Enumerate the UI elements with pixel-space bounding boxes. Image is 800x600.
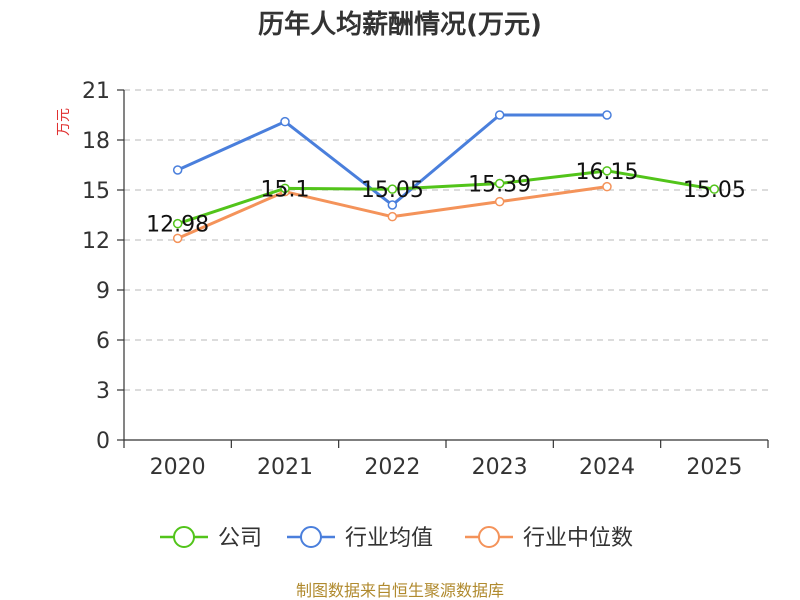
x-tick-label: 2023 bbox=[472, 455, 528, 480]
axes: 0 3 6 9 12 15 18 21 2020 2021 2022 2023 2024 2025 bbox=[82, 79, 769, 480]
x-tick-label: 2024 bbox=[579, 455, 635, 480]
data-point[interactable] bbox=[602, 166, 612, 176]
data-point[interactable] bbox=[709, 184, 720, 194]
legend[interactable]: 公司 行业均值 行业中位数 bbox=[160, 526, 633, 551]
legend-label: 行业均值 bbox=[345, 526, 433, 551]
x-tick-label: 2022 bbox=[364, 455, 420, 480]
data-label: 15.05 bbox=[683, 178, 746, 203]
data-point[interactable] bbox=[494, 110, 505, 120]
y-tick-label: 3 bbox=[96, 379, 110, 404]
y-tick-label: 15 bbox=[82, 179, 110, 204]
data-point[interactable] bbox=[172, 165, 183, 175]
series-group bbox=[172, 110, 720, 244]
data-point[interactable] bbox=[494, 196, 505, 207]
x-tick-label: 2020 bbox=[150, 455, 206, 480]
chart-title: 历年人均薪酬情况(万元) bbox=[258, 9, 542, 40]
data-point[interactable] bbox=[387, 211, 398, 222]
y-axis-label: 万元 bbox=[56, 108, 72, 136]
y-tick-label: 0 bbox=[96, 429, 110, 454]
source-note: 制图数据来自恒生聚源数据库 bbox=[296, 581, 504, 600]
data-point[interactable] bbox=[387, 184, 398, 194]
data-point[interactable] bbox=[280, 183, 290, 194]
data-label: 12.98 bbox=[146, 213, 209, 238]
series-line-0 bbox=[177, 169, 715, 226]
legend-marker bbox=[478, 526, 500, 548]
data-label: 15.39 bbox=[468, 173, 531, 198]
data-point[interactable] bbox=[387, 200, 398, 210]
data-labels: 12.98 15.1 15.05 15.39 16.15 15.05 bbox=[146, 160, 746, 238]
data-point[interactable] bbox=[172, 233, 183, 244]
legend-marker bbox=[173, 526, 195, 548]
data-point[interactable] bbox=[172, 218, 183, 229]
data-point[interactable] bbox=[602, 110, 612, 120]
y-tick-label: 6 bbox=[96, 329, 110, 354]
legend-item-2[interactable]: 行业中位数 bbox=[465, 526, 633, 551]
data-point[interactable] bbox=[494, 178, 505, 189]
legend-item-0[interactable]: 公司 bbox=[160, 526, 262, 551]
grid bbox=[124, 89, 768, 391]
legend-label: 公司 bbox=[218, 526, 262, 551]
data-label: 16.15 bbox=[576, 160, 639, 185]
legend-item-1[interactable]: 行业均值 bbox=[287, 526, 433, 551]
y-tick-label: 9 bbox=[96, 279, 110, 304]
x-tick-label: 2021 bbox=[257, 455, 313, 480]
legend-marker bbox=[300, 526, 322, 548]
y-tick-label: 18 bbox=[82, 129, 110, 154]
data-point[interactable] bbox=[280, 116, 290, 127]
data-point[interactable] bbox=[602, 181, 612, 192]
y-tick-label: 21 bbox=[82, 79, 110, 104]
legend-label: 行业中位数 bbox=[523, 526, 633, 551]
y-tick-label: 12 bbox=[82, 229, 110, 254]
data-label: 15.05 bbox=[361, 178, 424, 203]
x-tick-label: 2025 bbox=[686, 455, 742, 480]
data-label: 15.1 bbox=[261, 177, 310, 202]
